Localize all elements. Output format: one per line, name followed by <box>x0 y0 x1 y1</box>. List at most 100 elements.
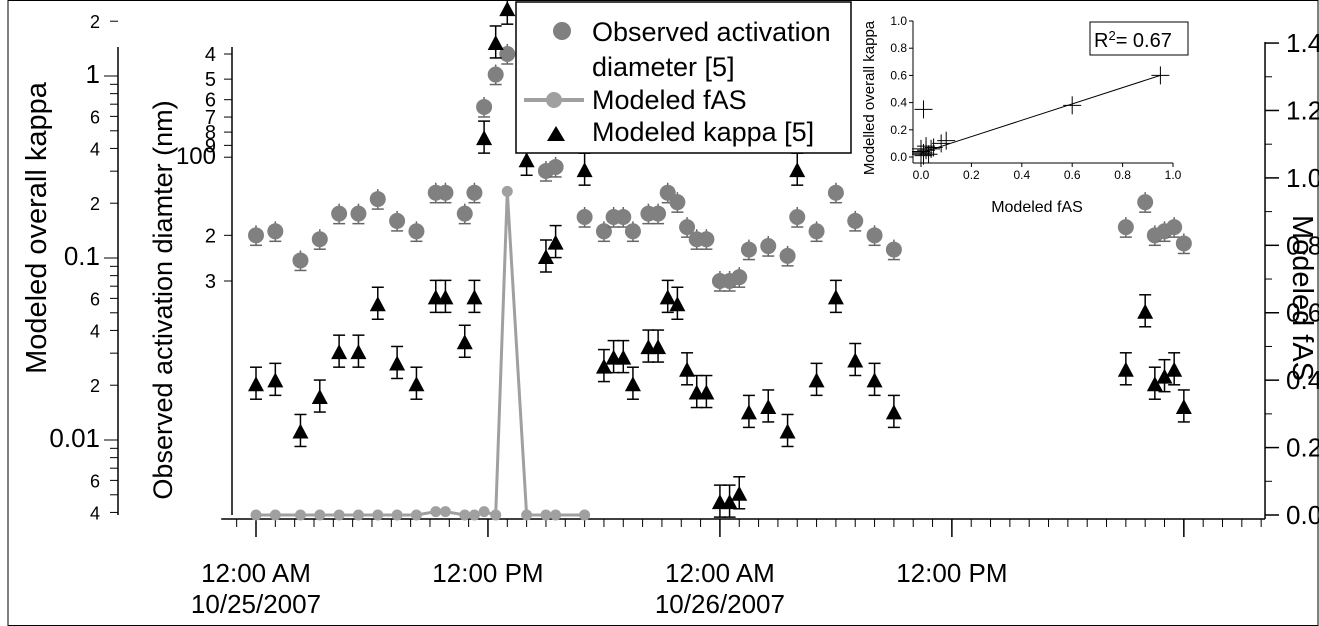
right-tick-label: 0.2 <box>1286 433 1319 463</box>
kappa-tick-label: 0.01 <box>49 423 100 453</box>
legend-observed-marker <box>553 22 571 40</box>
right-tick-label: 1.0 <box>1286 163 1319 193</box>
diameter-point <box>1137 194 1154 211</box>
kappa-point <box>537 249 554 264</box>
diameter-point <box>698 231 715 248</box>
kappa-point <box>350 344 367 360</box>
kappa-point <box>650 339 667 355</box>
inset-y-tick-label: 0.4 <box>890 96 907 110</box>
legend-kappa-label: Modeled kappa [5] <box>592 117 814 147</box>
kappa-tick-label: 4 <box>90 321 100 341</box>
kappa-point <box>760 398 777 414</box>
fas-point <box>490 509 502 521</box>
kappa-point <box>456 334 473 350</box>
legend-box <box>515 1 852 154</box>
fas-point <box>579 509 591 521</box>
kappa-point <box>595 358 612 374</box>
diameter-point <box>779 247 796 264</box>
diameter-point <box>437 184 454 201</box>
diameter-tick-label: 8 <box>205 122 216 144</box>
fas-point <box>372 509 384 521</box>
kappa-tick-label: 4 <box>90 139 100 159</box>
kappa-tick-label: 1 <box>86 59 100 89</box>
right-tick-label: 1.2 <box>1286 95 1319 125</box>
diameter-point <box>389 212 406 229</box>
legend-fas-marker <box>546 92 562 108</box>
diameter-axis-label: Observed activation diamter (nm) <box>148 100 178 499</box>
kappa-tick-label: 0.1 <box>64 241 100 271</box>
inset-x-tick-label: 0.0 <box>913 168 930 182</box>
diameter-point <box>292 252 309 269</box>
kappa-point <box>466 289 483 305</box>
kappa-point <box>476 130 493 146</box>
kappa-point <box>547 234 564 250</box>
diameter-point <box>311 231 328 248</box>
fas-point <box>550 509 562 521</box>
fas-point <box>391 509 403 521</box>
kappa-point <box>624 376 641 392</box>
kappa-tick-label: 2 <box>90 194 100 214</box>
kappa-point <box>311 389 328 405</box>
kappa-point <box>615 349 632 365</box>
fas-point <box>333 509 345 521</box>
fas-point <box>410 509 422 521</box>
diameter-point <box>679 219 696 236</box>
diameter-point <box>866 227 883 244</box>
diameter-point <box>1117 219 1134 236</box>
kappa-point <box>248 376 264 392</box>
kappa-point <box>1137 303 1154 319</box>
diameter-point <box>487 66 504 83</box>
kappa-point <box>1156 368 1173 384</box>
diameter-tick-label: 6 <box>205 90 216 112</box>
kappa-point <box>331 344 348 360</box>
inset-y-tick-label: 0.2 <box>890 123 907 137</box>
inset-x-tick-label: 0.8 <box>1114 168 1131 182</box>
x-tick-label: 12:00 AM <box>201 558 311 588</box>
diameter-tick-label: 4 <box>205 44 216 66</box>
diameter-point <box>760 238 777 255</box>
diameter-point <box>456 205 473 222</box>
kappa-point <box>721 494 738 510</box>
diameter-point <box>369 191 386 208</box>
kappa-point <box>487 34 504 50</box>
inset-y-label: Modelled overall kappa <box>861 20 878 175</box>
diameter-point <box>476 98 493 115</box>
diameter-tick-label: 9 <box>205 135 216 157</box>
diameter-point <box>350 205 367 222</box>
legend-kappa-marker <box>547 126 565 141</box>
kappa-point <box>437 289 454 305</box>
right-tick-label: 0.0 <box>1286 500 1319 530</box>
kappa-point <box>1117 361 1134 377</box>
diameter-point <box>576 209 593 226</box>
diameter-point <box>408 223 425 240</box>
kappa-point <box>499 1 516 17</box>
fas-point <box>540 509 552 521</box>
kappa-point <box>518 152 535 168</box>
diameter-point <box>615 209 632 226</box>
kappa-tick-label: 6 <box>90 107 100 127</box>
kappa-point <box>669 296 686 312</box>
right-axis-label: Modeled fAS <box>1286 215 1318 381</box>
fas-point <box>269 509 281 521</box>
kappa-point <box>731 485 748 501</box>
fas-point <box>314 509 326 521</box>
fas-point <box>521 509 533 521</box>
kappa-tick-label: 2 <box>90 12 100 32</box>
inset-x-tick-label: 1.0 <box>1165 168 1182 182</box>
fas-point <box>250 509 262 521</box>
kappa-point <box>885 404 902 420</box>
fas-point <box>459 509 471 521</box>
legend-observed-label: Observed activation <box>592 17 831 47</box>
kappa-point <box>1166 361 1183 377</box>
diameter-point <box>847 212 864 229</box>
diameter-point <box>669 194 686 211</box>
kappa-axis-label: Modeled overall kappa <box>21 81 53 374</box>
legend-fas-label: Modeled fAS <box>592 85 747 115</box>
x-tick-label: 12:00 PM <box>896 558 1007 588</box>
kappa-point <box>659 289 676 305</box>
legend-observed-label-2: diameter [5] <box>592 52 735 82</box>
fas-point <box>430 506 442 518</box>
right-tick-label: 0.6 <box>1286 298 1319 328</box>
x-tick-label: 12:00 AM <box>665 558 775 588</box>
